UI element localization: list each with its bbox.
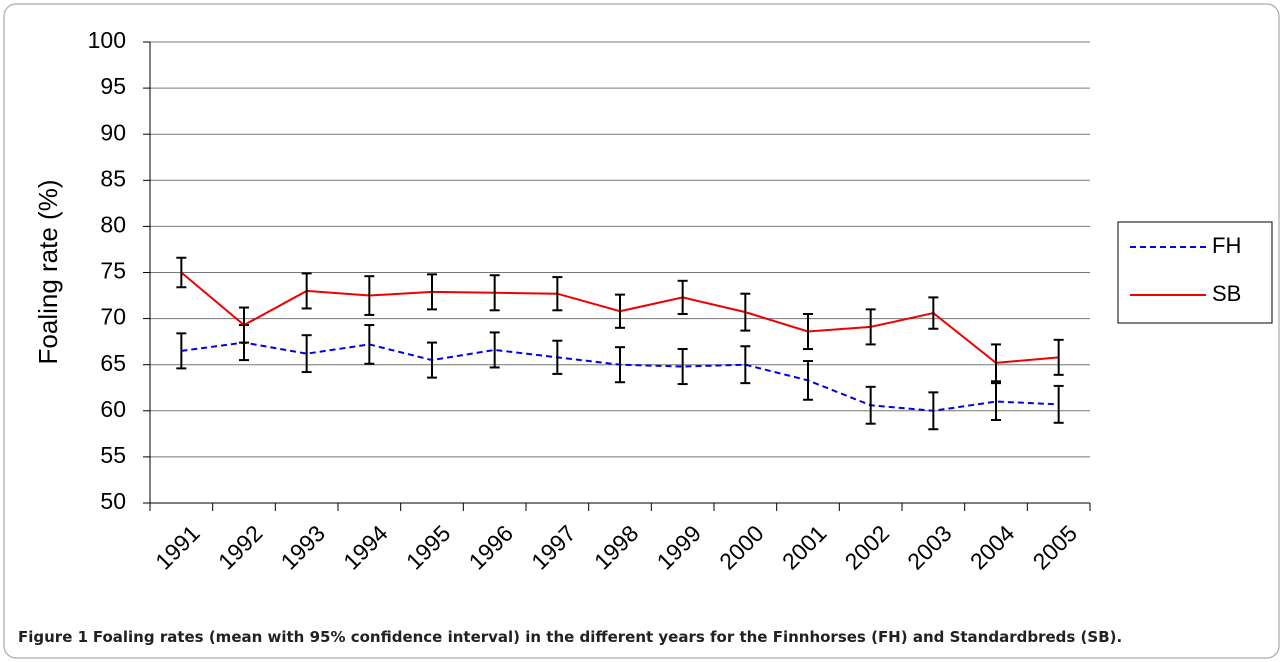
error-bar [991, 382, 1001, 422]
x-tick-label: 1998 [589, 520, 644, 575]
y-tick-label: 70 [100, 304, 126, 330]
x-tick-label: 2004 [965, 520, 1020, 575]
caption-text: Foaling rates (mean with 95% confidence … [92, 628, 1123, 646]
error-bar [489, 274, 500, 312]
error-bar [552, 339, 563, 375]
y-tick-label: 55 [100, 442, 126, 468]
error-bar [552, 276, 563, 312]
x-tick-label: 1993 [276, 520, 331, 575]
x-tick-label: 1999 [652, 520, 707, 575]
error-bar [740, 292, 751, 332]
error-bar [427, 341, 437, 379]
error-bar [677, 348, 688, 386]
x-tick-label: 1992 [213, 520, 268, 575]
error-bar [615, 293, 625, 329]
error-bar [489, 331, 500, 369]
y-tick-label: 75 [100, 258, 126, 284]
error-bar [615, 346, 625, 384]
error-bar [1053, 338, 1064, 376]
x-tick-label: 1991 [150, 520, 205, 575]
error-bar [301, 334, 312, 374]
x-tick-label: 2003 [902, 520, 957, 575]
x-tick-label: 2000 [714, 520, 769, 575]
error-bar [239, 306, 249, 344]
x-tick-label: 2002 [840, 520, 895, 575]
error-bar [865, 308, 876, 346]
error-bar [677, 279, 688, 315]
legend-label: SB [1212, 281, 1241, 306]
y-tick-label: 90 [100, 119, 126, 145]
y-tick-label: 85 [100, 165, 126, 191]
x-tick-label: 2005 [1028, 520, 1083, 575]
error-bar [176, 256, 187, 289]
error-bar [364, 324, 375, 365]
figure-frame [3, 3, 1280, 659]
caption-label: Figure 1 [18, 628, 89, 646]
y-tick-label: 95 [100, 73, 126, 99]
error-bar [427, 273, 437, 311]
error-bar [364, 275, 375, 316]
caption: Figure 1 Foaling rates (mean with 95% co… [18, 628, 1122, 646]
y-tick-label: 50 [100, 488, 126, 514]
x-tick-label: 1997 [526, 520, 581, 575]
error-bar [1053, 384, 1064, 424]
error-bar [301, 272, 312, 310]
y-tick-label: 65 [100, 350, 126, 376]
legend-label: FH [1212, 233, 1241, 258]
y-tick-label: 100 [88, 27, 126, 53]
x-tick-label: 2001 [777, 520, 832, 575]
error-bar [928, 391, 939, 431]
error-bar [928, 296, 939, 330]
y-axis-label: Foaling rate (%) [33, 180, 63, 365]
x-tick-label: 1996 [464, 520, 519, 575]
error-bar [803, 312, 813, 351]
x-tick-label: 1995 [401, 520, 456, 575]
error-bar [865, 385, 876, 425]
x-tick-label: 1994 [338, 520, 393, 575]
legend-box [1117, 221, 1273, 324]
y-tick-label: 60 [100, 396, 126, 422]
y-tick-label: 80 [100, 211, 126, 237]
error-bar [991, 343, 1001, 383]
error-bar [176, 332, 187, 370]
error-bar [803, 360, 813, 401]
error-bar [740, 345, 751, 385]
